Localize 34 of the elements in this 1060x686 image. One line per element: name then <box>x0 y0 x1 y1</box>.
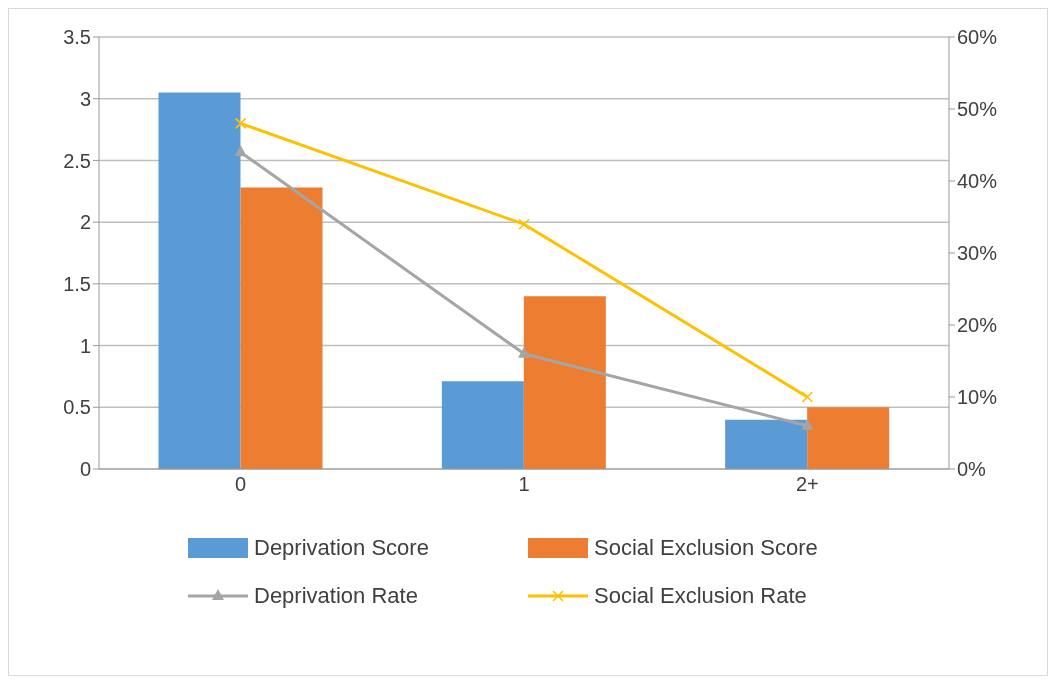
legend-label: Deprivation Rate <box>254 583 418 609</box>
y-tick-label: 3 <box>79 87 91 110</box>
y2-tick-label: 50% <box>957 98 998 121</box>
point <box>801 391 814 403</box>
y-tick-label: 0 <box>79 458 91 481</box>
y2-tick-label: 20% <box>957 314 998 337</box>
y2-tick-label: 0% <box>957 458 987 481</box>
y-tick-label: 1 <box>79 334 91 357</box>
y2-tick-label: 10% <box>957 386 998 409</box>
legend-label: Deprivation Score <box>254 535 429 561</box>
x-tick-label: 1 <box>518 473 530 496</box>
x-tick-label: 0 <box>235 473 247 496</box>
point <box>518 346 530 358</box>
y2-tick-label: 60% <box>957 26 998 49</box>
y-tick-label: 1.5 <box>63 272 91 295</box>
bar <box>523 296 606 469</box>
bar <box>441 381 524 469</box>
y-tick-label: 2.5 <box>63 149 91 172</box>
bar <box>240 187 323 469</box>
legend-label: Social Exclusion Score <box>594 535 818 561</box>
y2-tick-label: 30% <box>957 242 998 265</box>
bar <box>158 92 241 469</box>
point <box>518 218 530 230</box>
x-tick-label: 2+ <box>795 473 819 496</box>
y-tick-label: 0.5 <box>63 396 91 419</box>
y-tick-label: 2 <box>79 211 91 234</box>
bar <box>807 407 890 469</box>
y-tick-label: 3.5 <box>63 26 91 49</box>
y2-tick-label: 40% <box>957 170 998 193</box>
point <box>234 117 247 130</box>
point <box>234 145 247 157</box>
point <box>801 418 814 430</box>
legend-label: Social Exclusion Rate <box>594 583 807 609</box>
bar <box>725 419 808 469</box>
